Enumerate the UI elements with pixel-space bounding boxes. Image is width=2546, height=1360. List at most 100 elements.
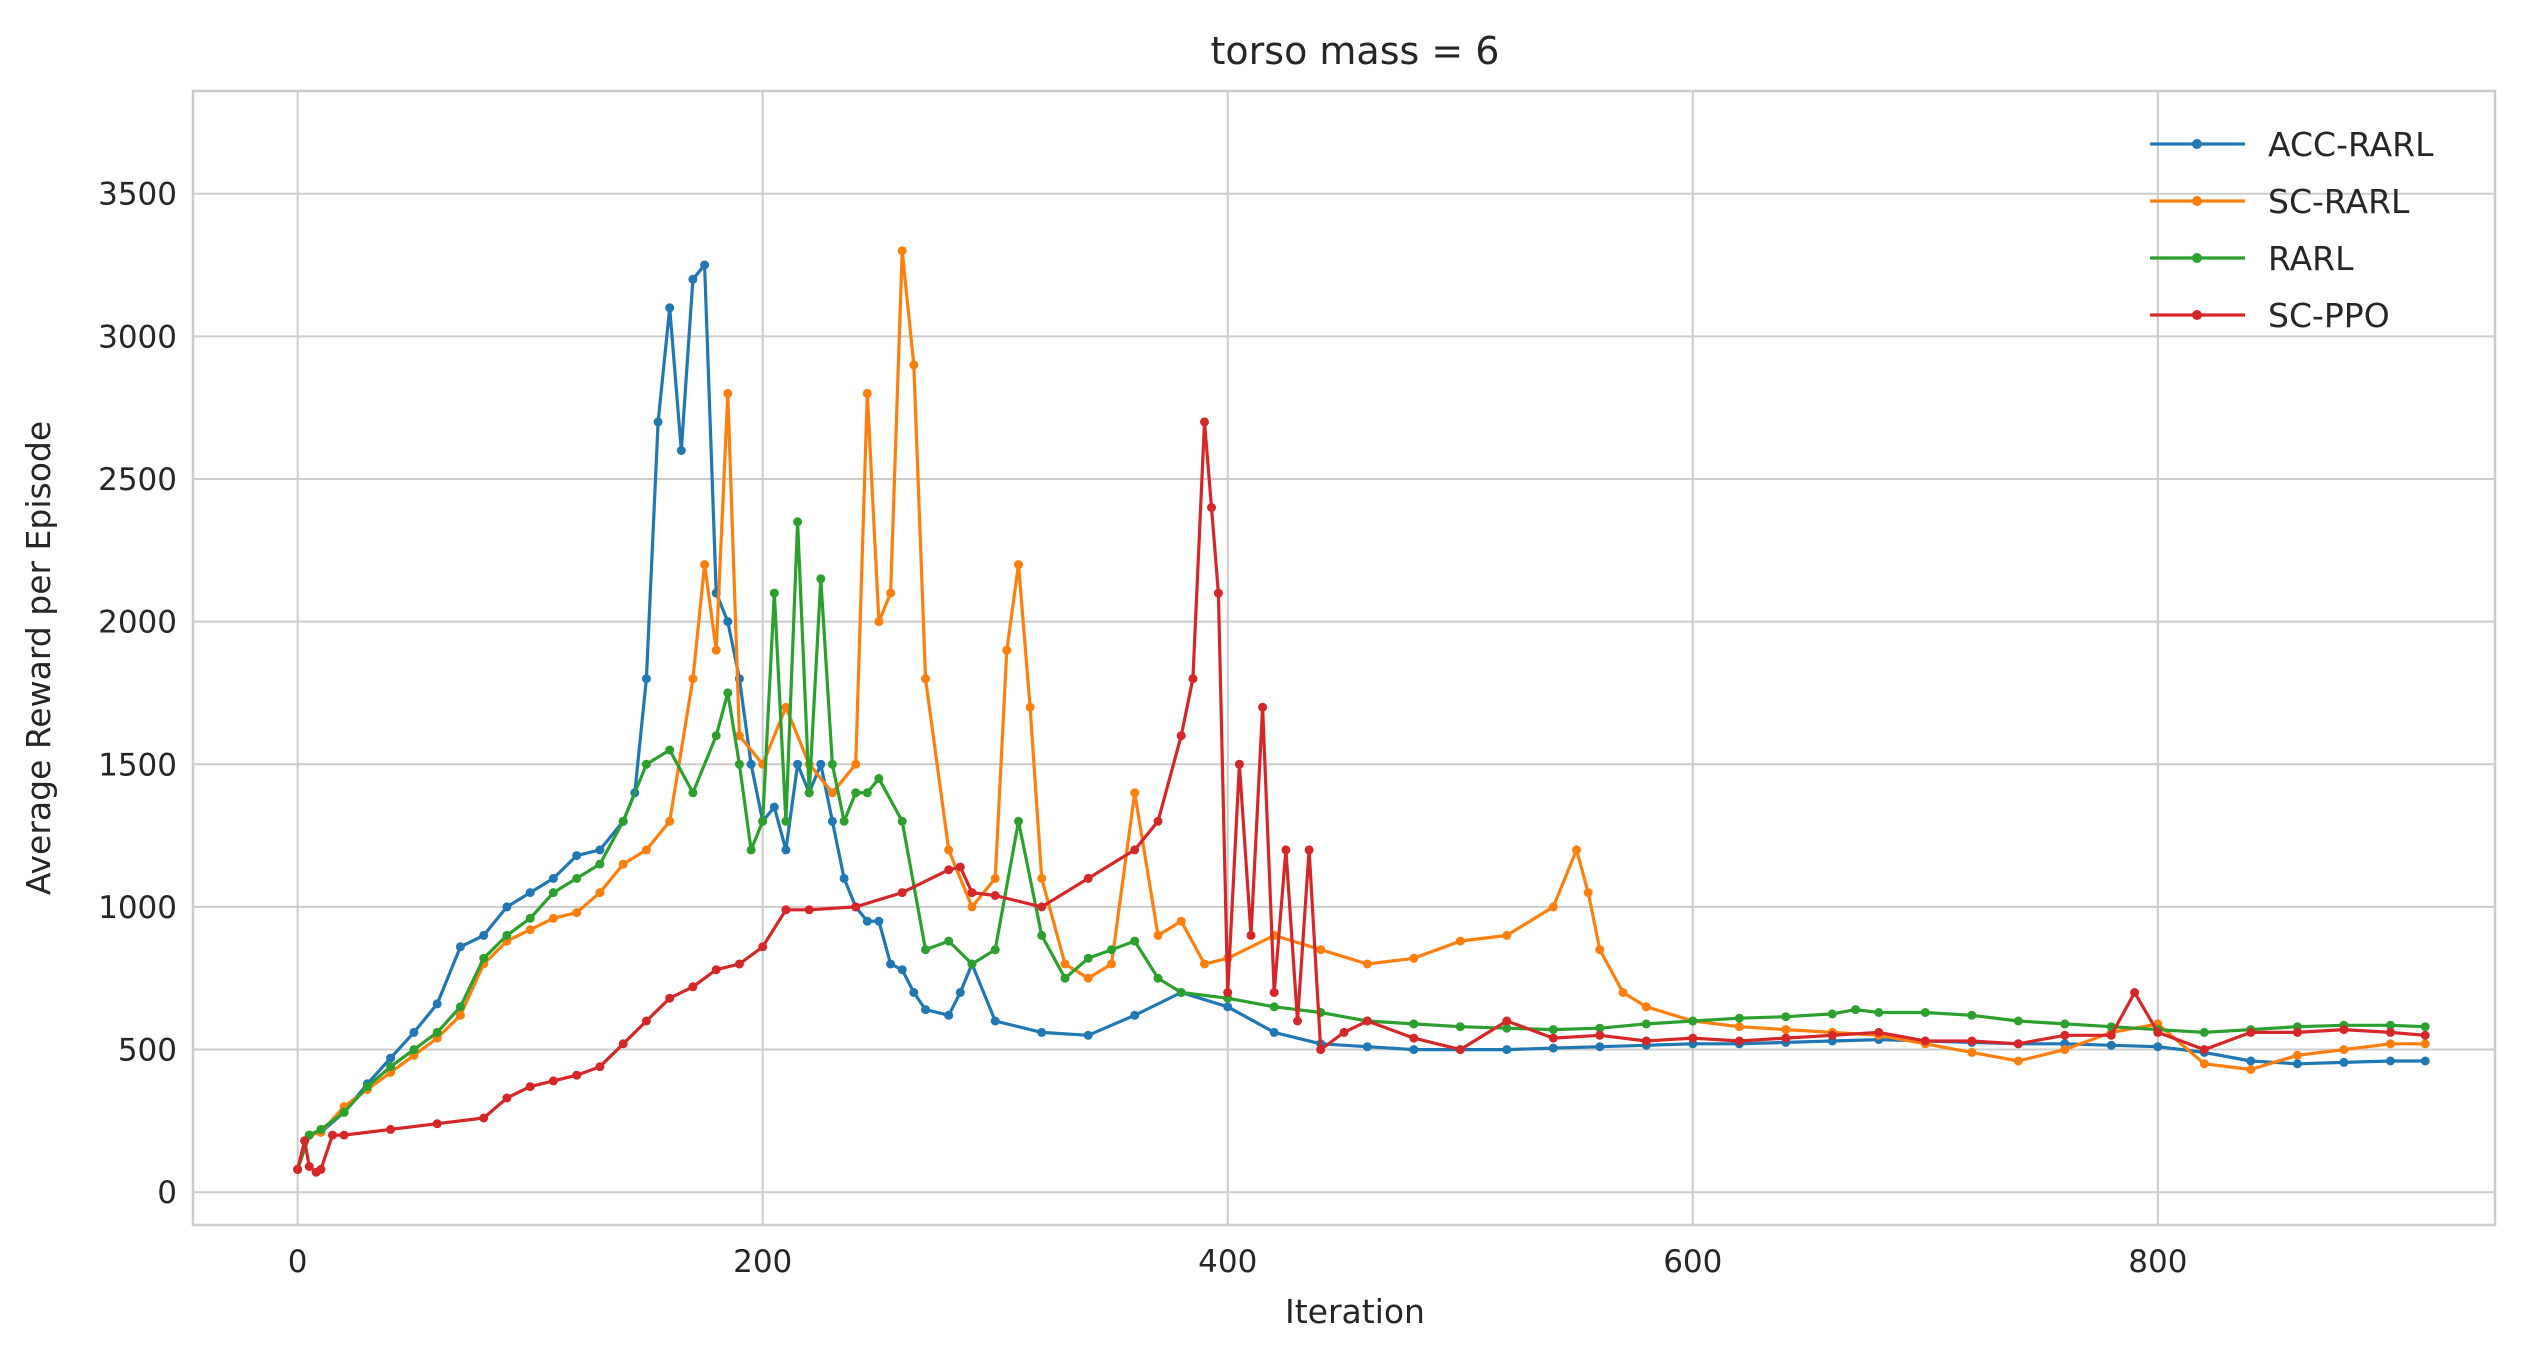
data-point xyxy=(409,1027,419,1037)
data-point xyxy=(1851,1005,1861,1015)
data-point xyxy=(641,759,651,769)
data-point xyxy=(2420,1022,2430,1032)
data-point xyxy=(1409,953,1419,963)
data-point xyxy=(839,873,849,883)
data-point xyxy=(665,816,675,826)
data-point xyxy=(944,1010,954,1020)
data-point xyxy=(862,388,872,398)
data-point xyxy=(1455,936,1465,946)
data-point xyxy=(781,816,791,826)
data-point xyxy=(293,1164,303,1174)
data-point xyxy=(2385,1039,2395,1049)
y-tick-label: 1500 xyxy=(98,747,177,783)
data-point xyxy=(955,988,965,997)
data-point xyxy=(921,1005,930,1015)
data-point xyxy=(1014,816,1023,826)
data-point xyxy=(1827,1009,1837,1019)
data-point xyxy=(990,945,1000,955)
data-point xyxy=(1455,1045,1465,1055)
data-point xyxy=(804,788,814,798)
data-point xyxy=(479,930,489,940)
data-point xyxy=(1153,816,1163,826)
data-point xyxy=(1641,1019,1651,1029)
data-point xyxy=(769,588,779,598)
data-point xyxy=(1688,1016,1698,1026)
data-point xyxy=(665,303,675,313)
data-point xyxy=(1409,1033,1419,1043)
data-point xyxy=(362,1082,372,1092)
series-rarl xyxy=(293,517,2430,1174)
data-point xyxy=(734,731,744,741)
data-point xyxy=(711,731,721,741)
y-tick-label: 2500 xyxy=(98,462,177,498)
data-point xyxy=(2013,1039,2023,1049)
data-point xyxy=(2420,1039,2430,1049)
data-point xyxy=(2385,1056,2395,1066)
data-point xyxy=(479,953,489,963)
legend-label: RARL xyxy=(2268,239,2354,278)
data-point xyxy=(455,1002,465,1012)
data-point xyxy=(711,645,721,655)
data-point xyxy=(1269,1027,1279,1037)
data-point xyxy=(944,936,954,946)
data-point xyxy=(967,902,977,912)
data-point xyxy=(1014,560,1023,570)
data-point xyxy=(1083,1030,1093,1040)
data-point xyxy=(595,859,605,869)
data-point xyxy=(2385,1027,2395,1037)
data-point xyxy=(2199,1027,2209,1037)
data-point xyxy=(1316,1045,1326,1055)
data-point xyxy=(1060,959,1070,969)
data-point xyxy=(2339,1025,2349,1035)
data-point xyxy=(1200,417,1209,427)
data-point xyxy=(967,888,977,898)
data-point xyxy=(723,688,733,698)
data-point xyxy=(1246,930,1256,940)
legend-swatch-marker xyxy=(2192,139,2202,149)
y-axis-label: Average Reward per Episode xyxy=(19,421,58,895)
data-point xyxy=(1060,973,1070,983)
data-point xyxy=(2013,1016,2023,1026)
data-point xyxy=(339,1107,349,1117)
data-point xyxy=(1293,1016,1302,1026)
data-point xyxy=(1641,1036,1651,1046)
data-point xyxy=(1409,1045,1419,1055)
data-point xyxy=(1362,959,1372,969)
data-point xyxy=(1548,902,1558,912)
data-point xyxy=(618,816,628,826)
data-point xyxy=(1781,1025,1791,1035)
data-point xyxy=(1107,959,1116,969)
data-point xyxy=(1583,888,1593,898)
y-tick-label: 3000 xyxy=(98,319,177,355)
data-point xyxy=(711,965,721,975)
data-point xyxy=(1153,973,1163,983)
data-point xyxy=(1874,1008,1884,1017)
data-point xyxy=(432,1027,442,1037)
data-point xyxy=(1025,702,1035,712)
data-point xyxy=(1641,1002,1651,1012)
data-point xyxy=(793,517,803,527)
data-point xyxy=(1269,1002,1279,1012)
x-axis-label: Iteration xyxy=(1285,1292,1425,1331)
data-point xyxy=(2199,1059,2209,1069)
data-point xyxy=(2130,988,2140,997)
data-point xyxy=(1502,1023,1512,1033)
data-point xyxy=(1176,988,1186,997)
data-point xyxy=(1207,503,1216,512)
data-point xyxy=(1362,1042,1372,1052)
data-point xyxy=(804,905,814,915)
data-point xyxy=(1781,1033,1791,1043)
legend-label: SC-RARL xyxy=(2268,182,2410,221)
data-point xyxy=(1548,1033,1558,1043)
data-point xyxy=(1920,1008,1930,1017)
data-point xyxy=(1037,873,1047,883)
data-point xyxy=(316,1164,326,1174)
data-point xyxy=(1734,1022,1744,1032)
data-point xyxy=(839,816,849,826)
data-point xyxy=(2420,1056,2430,1066)
y-tick-label: 0 xyxy=(157,1175,177,1211)
series-sc-rarl xyxy=(293,246,2430,1174)
data-point xyxy=(2292,1027,2302,1037)
data-point xyxy=(665,745,675,755)
data-point xyxy=(525,913,535,923)
